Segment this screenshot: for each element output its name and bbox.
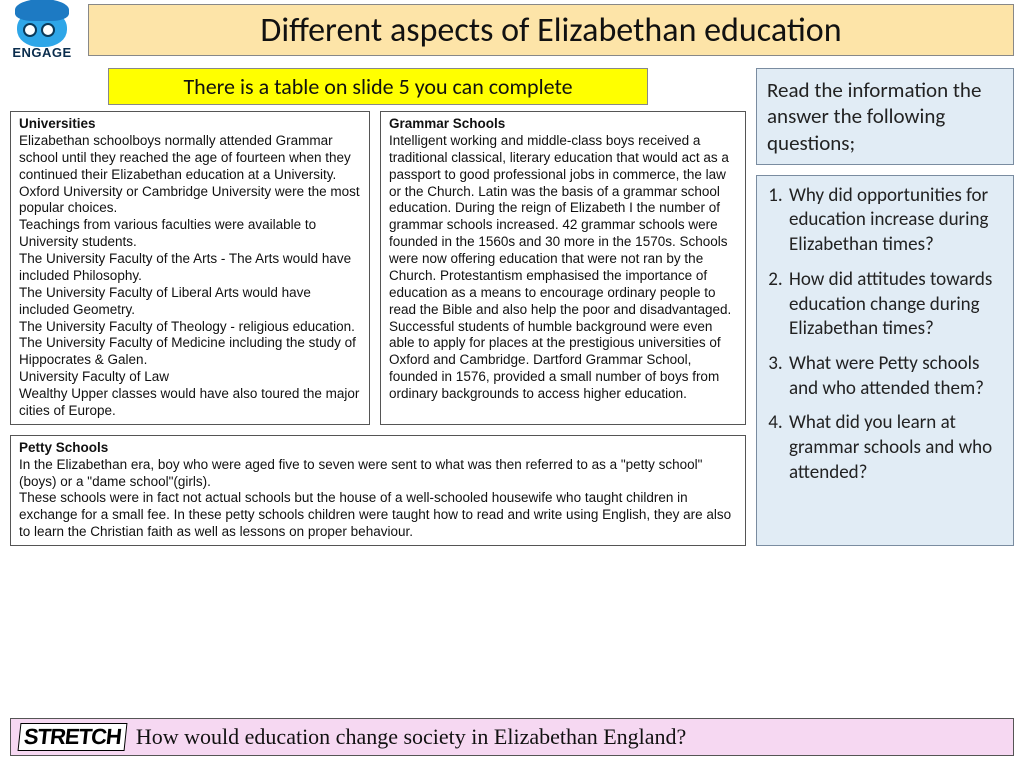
stretch-bar: STRETCH How would education change socie…: [10, 718, 1014, 756]
slide-title-bar: Different aspects of Elizabethan educati…: [88, 4, 1014, 56]
engage-logo: ENGAGE: [6, 4, 78, 64]
question-item: What were Petty schools and who attended…: [787, 352, 1005, 401]
question-item: Why did opportunities for education incr…: [787, 184, 1005, 258]
slide-title: Different aspects of Elizabethan educati…: [260, 10, 841, 51]
questions-box: Why did opportunities for education incr…: [756, 175, 1014, 546]
petty-schools-box: Petty Schools In the Elizabethan era, bo…: [10, 435, 746, 546]
grammar-heading: Grammar Schools: [389, 116, 737, 133]
yellow-note: There is a table on slide 5 you can comp…: [108, 68, 648, 105]
stretch-question: How would education change society in El…: [136, 724, 686, 750]
engage-label: ENGAGE: [12, 45, 71, 60]
question-item: How did attitudes towards education chan…: [787, 268, 1005, 342]
stretch-label: STRETCH: [18, 723, 128, 751]
questions-list: Why did opportunities for education incr…: [787, 184, 1005, 486]
grammar-schools-box: Grammar Schools Intelligent working and …: [380, 111, 746, 425]
question-item: What did you learn at grammar schools an…: [787, 411, 1005, 485]
universities-box: Universities Elizabethan schoolboys norm…: [10, 111, 370, 425]
petty-heading: Petty Schools: [19, 440, 737, 457]
universities-heading: Universities: [19, 116, 361, 133]
universities-body: Elizabethan schoolboys normally attended…: [19, 133, 360, 418]
grammar-body: Intelligent working and middle-class boy…: [389, 133, 731, 401]
petty-body: In the Elizabethan era, boy who were age…: [19, 457, 731, 540]
instructions-box: Read the information the answer the foll…: [756, 68, 1014, 165]
